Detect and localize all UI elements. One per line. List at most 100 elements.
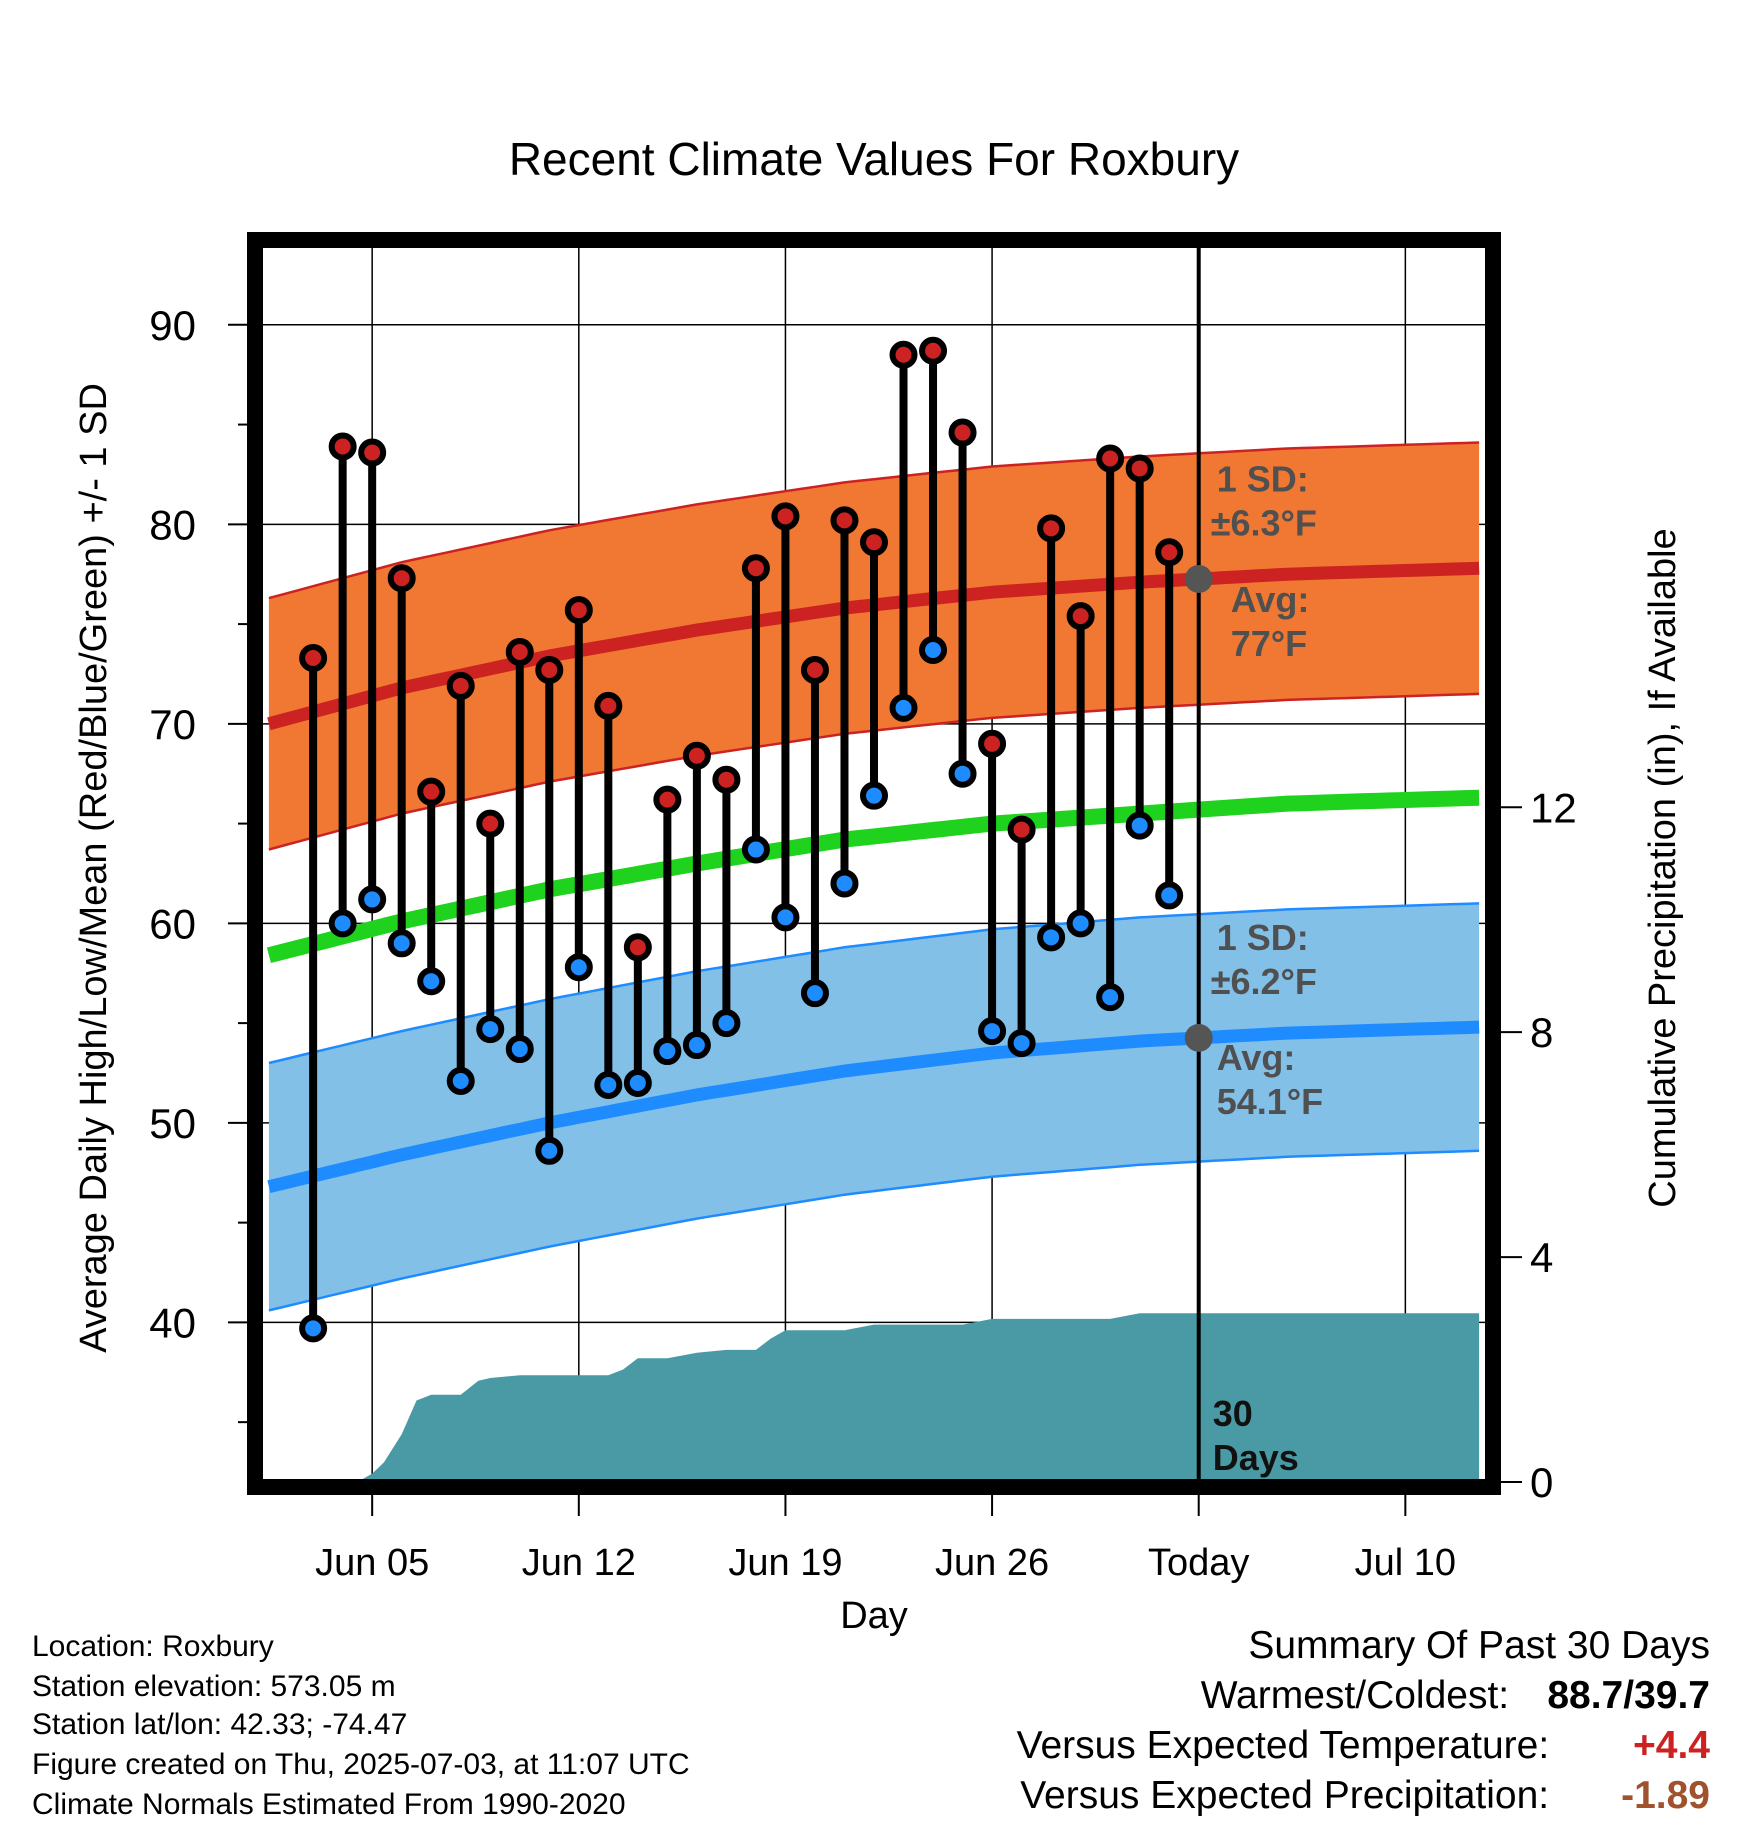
- daily-high-point: [860, 528, 888, 557]
- daily-low-point: [741, 835, 770, 864]
- daily-high-point: [919, 336, 948, 365]
- y-tick-label: 40: [149, 1299, 196, 1346]
- summary-precip-label: Versus Expected Precipitation:: [1020, 1774, 1550, 1817]
- low-sd-label: 1 SD:: [1217, 917, 1309, 958]
- daily-low-point: [1037, 923, 1066, 952]
- x-tick-label: Jun 05: [315, 1542, 429, 1584]
- daily-high-point: [653, 785, 682, 814]
- daily-low-point: [1096, 983, 1125, 1012]
- normal-mean-line: [266, 789, 1480, 964]
- daily-high-point: [623, 933, 652, 962]
- summary-warm-cold: Warmest/Coldest: 88.7/39.7: [1201, 1676, 1710, 1715]
- summary-precip-value: -1.89: [1621, 1774, 1710, 1817]
- daily-low-point: [771, 903, 800, 932]
- daily-high-point: [830, 506, 859, 535]
- daily-low-point: [919, 636, 948, 665]
- low-avg-value: 54.1°F: [1217, 1081, 1323, 1122]
- daily-low-point: [682, 1031, 711, 1060]
- daily-high-point: [712, 765, 741, 794]
- daily-low-point: [446, 1066, 475, 1095]
- daily-low-point: [594, 1070, 623, 1099]
- daily-low-point: [417, 967, 446, 996]
- info-location: Location: Roxbury: [32, 1630, 274, 1663]
- y-tick-label: 50: [149, 1100, 196, 1147]
- daily-high-point: [1007, 815, 1036, 844]
- low-band: [268, 903, 1480, 1311]
- daily-low-point: [1066, 909, 1095, 938]
- daily-low-point: [387, 929, 416, 958]
- x-tick-label: Jul 10: [1355, 1542, 1456, 1584]
- daily-high-point: [978, 729, 1007, 758]
- daily-high-point: [741, 554, 770, 583]
- daily-high-point: [1155, 538, 1184, 567]
- low-band-upper: [268, 902, 1480, 1065]
- y2-tick-label: 4: [1530, 1234, 1553, 1281]
- daily-high-point: [358, 438, 387, 467]
- daily-high-point: [800, 655, 829, 684]
- daily-low-point: [476, 1015, 505, 1044]
- daily-high-point: [476, 809, 505, 838]
- summary-temp: Versus Expected Temperature: +4.4: [1017, 1726, 1710, 1765]
- y-axis-label: Average Daily High/Low/Mean (Red/Blue/Gr…: [73, 383, 115, 1353]
- low-avg-label: Avg:: [1217, 1037, 1296, 1078]
- daily-low-point: [1155, 881, 1184, 910]
- y2-tick-label: 8: [1530, 1009, 1553, 1056]
- x-axis-label: Day: [840, 1595, 908, 1637]
- daily-high-point: [299, 643, 328, 672]
- daily-low-point: [978, 1017, 1007, 1046]
- daily-high-point: [328, 432, 357, 461]
- daily-high-point: [535, 655, 564, 684]
- daily-high-point: [948, 418, 977, 447]
- info-latlon: Station lat/lon: 42.33; -74.47: [32, 1708, 408, 1741]
- daily-low-point: [800, 979, 829, 1008]
- low-sd-value: ±6.2°F: [1211, 961, 1317, 1002]
- daily-low-point: [830, 869, 859, 898]
- daily-low-point: [358, 885, 387, 914]
- today-low-avg-marker: [1184, 1023, 1213, 1052]
- today-high-avg-marker: [1184, 564, 1213, 593]
- summary-title: Summary Of Past 30 Days: [1248, 1624, 1710, 1667]
- daily-high-point: [446, 671, 475, 700]
- x-tick-label: Jun 26: [935, 1542, 1049, 1584]
- high-avg-label: Avg:: [1231, 579, 1310, 620]
- precip-area: [268, 1313, 1480, 1482]
- daily-low-point: [535, 1136, 564, 1165]
- info-normals: Climate Normals Estimated From 1990-2020: [32, 1788, 626, 1821]
- high-band-upper: [268, 441, 1480, 600]
- daily-low-point: [860, 781, 888, 810]
- daily-low-point: [328, 909, 357, 938]
- summary-temp-value: +4.4: [1633, 1724, 1710, 1767]
- daily-high-point: [682, 741, 711, 770]
- daily-high-point: [594, 691, 623, 720]
- summary-warm-cold-value: 88.7/39.7: [1547, 1674, 1710, 1717]
- y2-axis-label: Cumulative Precipitation (in), If Availa…: [1642, 528, 1684, 1207]
- daily-high-point: [505, 638, 534, 667]
- daily-low-point: [948, 759, 977, 788]
- daily-low-point: [712, 1009, 741, 1038]
- y-tick-label: 80: [149, 501, 196, 548]
- daily-low-point: [1125, 811, 1154, 840]
- y2-tick-label: 12: [1530, 784, 1577, 831]
- daily-high-point: [1125, 454, 1154, 483]
- daily-high-point: [387, 564, 416, 593]
- daily-low-point: [1007, 1029, 1036, 1058]
- high-sd-label: 1 SD:: [1217, 458, 1309, 499]
- summary-warm-cold-label: Warmest/Coldest:: [1200, 1674, 1510, 1717]
- info-elevation: Station elevation: 573.05 m: [32, 1670, 396, 1703]
- y-tick-label: 90: [149, 302, 196, 349]
- chart-title: Recent Climate Values For Roxbury: [509, 133, 1239, 185]
- x-tick-label: Today: [1148, 1542, 1249, 1584]
- info-created: Figure created on Thu, 2025-07-03, at 11…: [32, 1748, 690, 1781]
- daily-low-point: [299, 1314, 328, 1343]
- x-tick-label: Jun 12: [522, 1542, 636, 1584]
- y-tick-label: 60: [149, 900, 196, 947]
- daily-high-point: [1037, 514, 1066, 543]
- normal-low-line: [267, 1020, 1480, 1194]
- summary-temp-label: Versus Expected Temperature:: [1016, 1724, 1550, 1767]
- x-tick-label: Jun 19: [728, 1542, 842, 1584]
- daily-high-point: [1066, 602, 1095, 631]
- daily-high-point: [564, 596, 593, 625]
- high-avg-value: 77°F: [1231, 623, 1307, 664]
- daily-low-point: [505, 1035, 534, 1064]
